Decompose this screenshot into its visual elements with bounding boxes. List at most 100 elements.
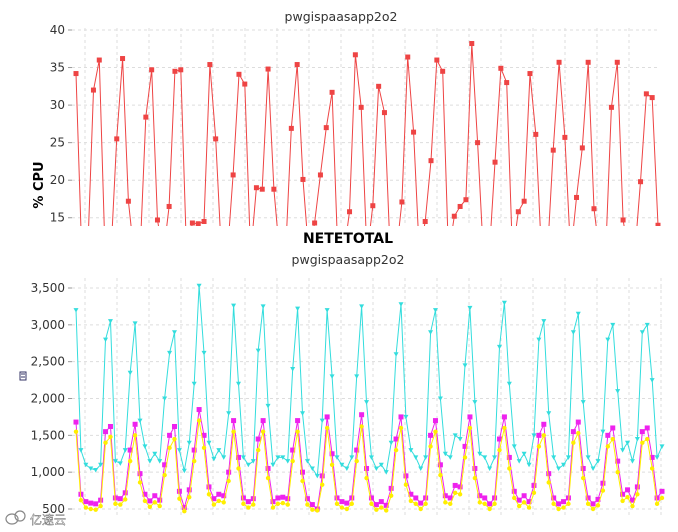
data-point (236, 454, 242, 460)
data-point (132, 321, 138, 326)
cpu-chart-y-ticks: 15 20 25 30 35 40 (50, 23, 72, 225)
data-point (477, 493, 483, 499)
data-point (579, 145, 585, 151)
data-point (575, 311, 581, 317)
data-point (452, 433, 458, 438)
data-point (93, 501, 99, 507)
data-point (162, 462, 168, 468)
data-point (172, 68, 178, 74)
data-point (373, 466, 379, 471)
net-chart-title: NETETOTAL (303, 231, 393, 247)
data-point (300, 176, 306, 182)
data-point (590, 506, 596, 512)
data-point (196, 283, 202, 289)
data-point (256, 447, 261, 453)
data-point (177, 496, 182, 501)
data-point (211, 502, 217, 507)
data-point (600, 480, 606, 486)
data-point (142, 498, 148, 504)
data-point (373, 502, 379, 508)
data-point (265, 66, 271, 72)
data-point (590, 466, 596, 471)
data-point (610, 425, 616, 431)
data-point (132, 421, 138, 427)
data-point (186, 440, 192, 446)
data-point (378, 499, 384, 505)
data-point (98, 503, 103, 509)
data-point (90, 87, 96, 93)
data-point (280, 500, 286, 506)
data-point (381, 110, 387, 116)
data-point (413, 455, 419, 460)
data-point (644, 322, 650, 328)
data-point (541, 319, 547, 324)
data-point (511, 488, 517, 494)
data-point (154, 217, 160, 223)
data-point (88, 466, 94, 471)
data-point (649, 466, 655, 471)
data-point (344, 466, 350, 471)
data-point (521, 493, 527, 499)
data-point (645, 436, 650, 442)
data-point (201, 445, 207, 451)
data-point (240, 495, 246, 501)
data-point (288, 125, 294, 131)
data-point (487, 506, 492, 512)
data-point (123, 497, 128, 502)
data-point (610, 322, 616, 328)
data-point (541, 421, 547, 427)
data-point (152, 451, 158, 457)
data-point (561, 462, 567, 468)
data-point (418, 500, 424, 506)
data-point (467, 305, 473, 311)
data-point (171, 423, 177, 429)
data-point (521, 500, 527, 505)
data-point (640, 440, 645, 445)
data-point (142, 444, 148, 449)
data-point (437, 462, 443, 468)
data-point (575, 419, 581, 425)
data-point (364, 400, 370, 405)
data-point (339, 505, 345, 510)
data-point (526, 462, 532, 468)
data-point (437, 396, 443, 401)
data-point (590, 501, 596, 507)
data-point (157, 497, 163, 503)
data-point (630, 503, 635, 509)
data-point (492, 159, 498, 165)
data-point (581, 475, 586, 481)
data-point (176, 448, 182, 453)
data-point (571, 440, 576, 445)
data-point (521, 198, 527, 204)
data-point (370, 203, 376, 209)
data-point (374, 507, 379, 512)
data-point (206, 440, 212, 446)
data-point (511, 444, 517, 449)
data-point (369, 501, 374, 507)
data-point (295, 306, 301, 312)
series-1 (73, 407, 665, 512)
data-point (541, 433, 547, 438)
y-tick-label: 2,500 (31, 355, 65, 369)
data-point (236, 71, 242, 77)
data-point (378, 462, 384, 468)
watermark-text: 亿速云 (30, 512, 66, 527)
data-point (78, 497, 84, 503)
net-chart-series (73, 283, 665, 514)
data-point (236, 381, 242, 387)
data-point (206, 484, 212, 490)
data-point (213, 136, 219, 142)
data-point (634, 437, 640, 442)
data-point (127, 370, 133, 376)
data-point (418, 506, 423, 512)
data-point (358, 104, 364, 110)
data-point (482, 455, 488, 460)
data-point (551, 495, 557, 501)
data-point (443, 500, 448, 505)
data-point (152, 500, 157, 505)
data-point (452, 490, 458, 495)
data-point (157, 503, 162, 509)
data-point (103, 440, 108, 445)
data-point (319, 473, 325, 479)
data-point (368, 455, 374, 460)
